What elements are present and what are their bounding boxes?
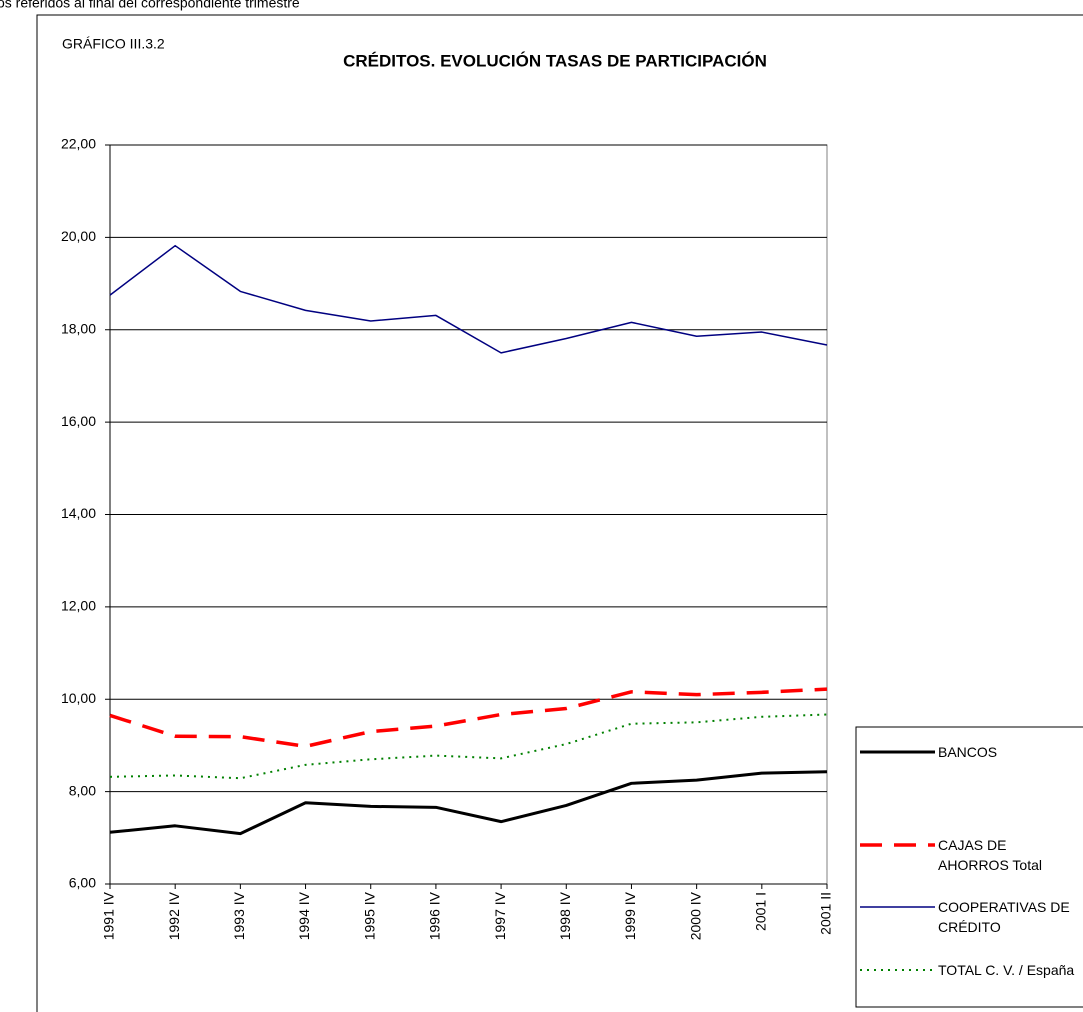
- x-tick-label: 1994 IV: [296, 891, 312, 940]
- x-tick-label: 2001 I: [753, 892, 769, 931]
- x-tick-label: 2000 IV: [687, 891, 703, 940]
- x-tick-label: 2001 II: [818, 892, 834, 935]
- series-line: [109, 687, 828, 749]
- y-tick-label: 20,00: [61, 228, 96, 244]
- legend-label: BANCOS: [938, 744, 998, 760]
- x-tick-label: 1999 IV: [622, 891, 638, 940]
- chart-label: GRÁFICO III.3.2: [62, 36, 165, 52]
- x-tick-label: 1998 IV: [557, 891, 573, 940]
- y-tick-label: 6,00: [69, 875, 96, 891]
- series-line: [109, 244, 828, 354]
- x-tick-label: 1991 IV: [101, 891, 117, 940]
- chart-title: CRÉDITOS. EVOLUCIÓN TASAS DE PARTICIPACI…: [343, 51, 767, 70]
- y-tick-label: 14,00: [61, 505, 96, 521]
- x-tick-label: 1995 IV: [361, 891, 377, 940]
- series-line: [109, 770, 828, 836]
- legend-box: [855, 726, 1083, 1008]
- frame: [36, 14, 1083, 1012]
- x-tick-label: 1997 IV: [492, 891, 508, 940]
- y-tick-label: 8,00: [69, 782, 96, 798]
- legend-label: COOPERATIVAS DE CRÉDITO: [938, 899, 1070, 935]
- legend-label: CAJAS DE AHORROS Total: [938, 837, 1042, 873]
- y-tick-label: 16,00: [61, 413, 96, 429]
- top-note: os referidos al final del correspondient…: [0, 0, 300, 11]
- series-line: [109, 713, 828, 780]
- legend-label: TOTAL C. V. / España: [938, 962, 1075, 978]
- y-tick-label: 12,00: [61, 598, 96, 614]
- x-tick-label: 1996 IV: [427, 891, 443, 940]
- y-tick-label: 18,00: [61, 320, 96, 336]
- x-tick-label: 1992 IV: [166, 891, 182, 940]
- y-tick-label: 10,00: [61, 690, 96, 706]
- y-tick-label: 22,00: [61, 136, 96, 152]
- x-tick-label: 1993 IV: [231, 891, 247, 940]
